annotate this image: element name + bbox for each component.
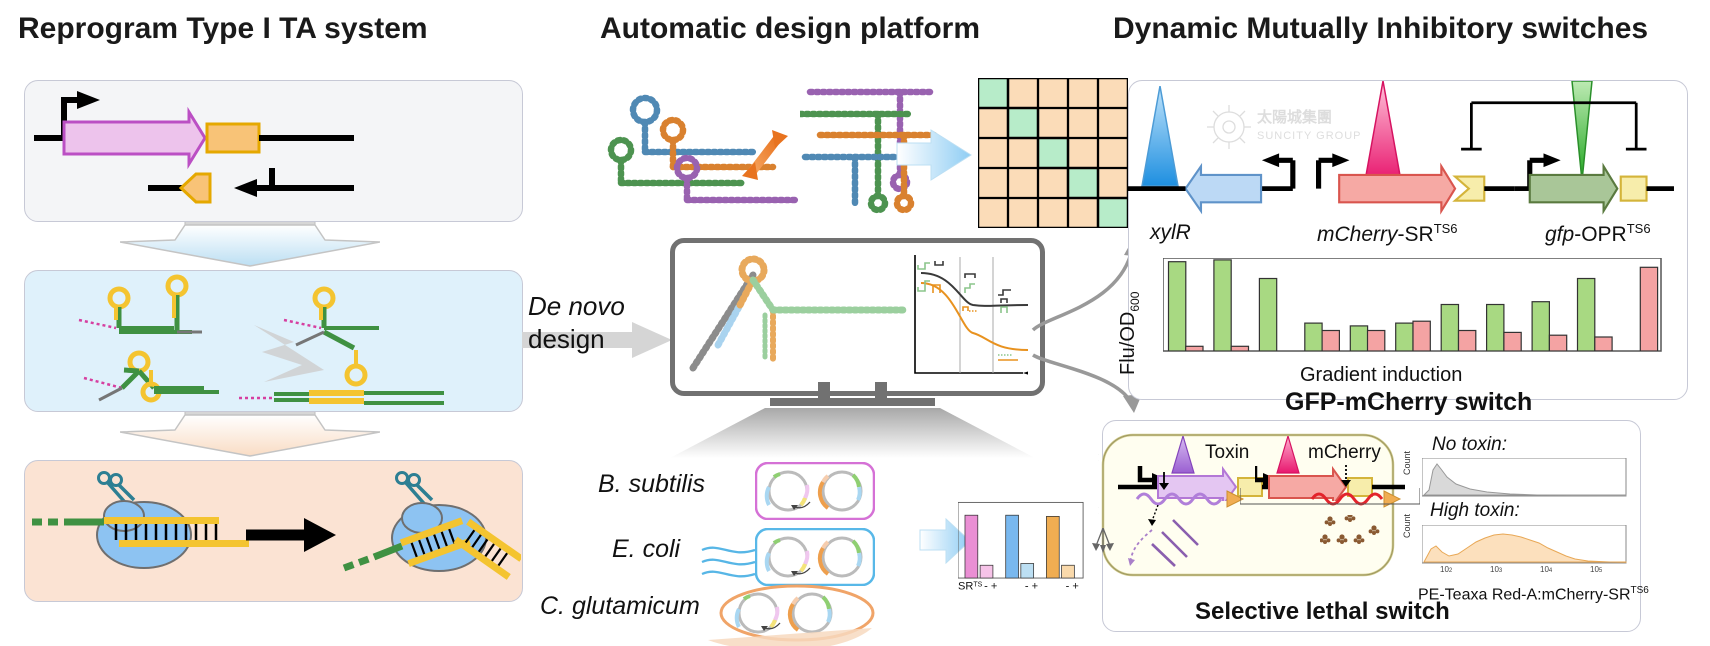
svg-text:- +: - +	[1066, 581, 1079, 593]
svg-text:- +: - +	[1025, 581, 1038, 593]
svg-text:- +: - +	[984, 581, 997, 593]
svg-text:SRTS: SRTS	[958, 581, 983, 593]
